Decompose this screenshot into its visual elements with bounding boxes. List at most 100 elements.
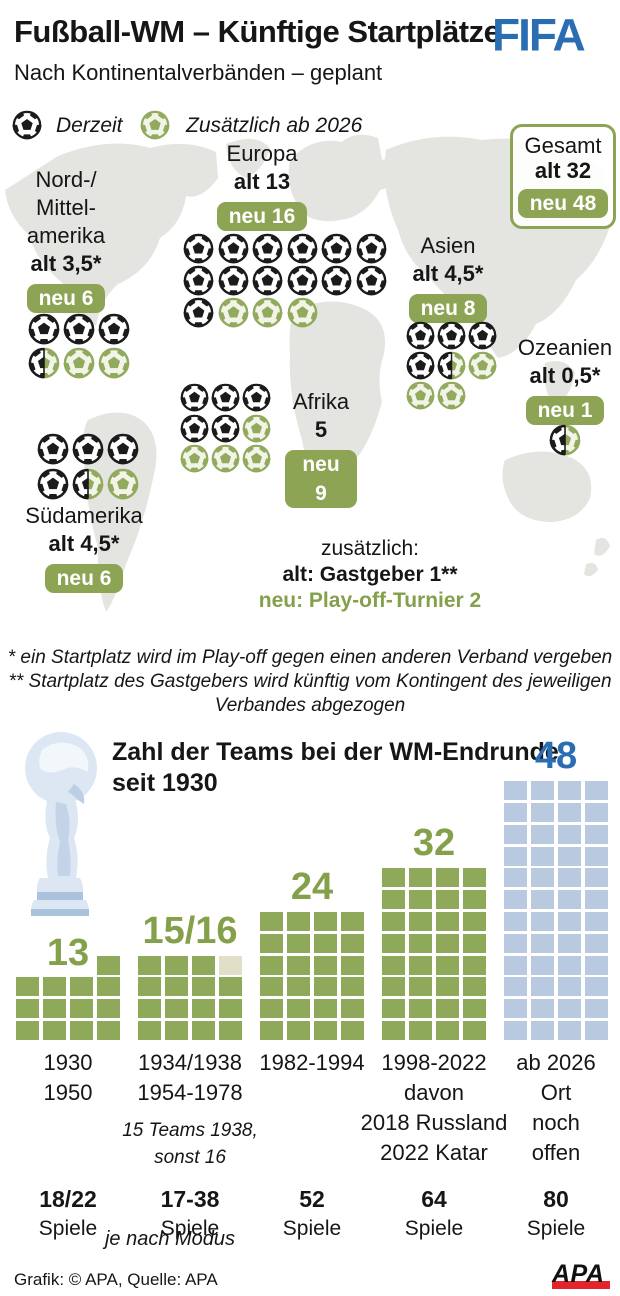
waffle-square bbox=[504, 890, 527, 910]
waffle-square bbox=[436, 955, 459, 975]
waffle-square bbox=[585, 912, 608, 931]
ball-new-icon bbox=[63, 347, 95, 379]
waffle-square bbox=[192, 977, 215, 997]
waffle-square bbox=[43, 977, 66, 997]
period-line: 2018 Russland bbox=[360, 1110, 508, 1135]
ball-slot bbox=[72, 468, 104, 505]
ball-slot bbox=[252, 233, 283, 269]
ball-slot bbox=[252, 297, 283, 333]
additional-note: zusätzlich: alt: Gastgeber 1** neu: Play… bbox=[160, 536, 580, 614]
apa-logo-redbar bbox=[552, 1281, 610, 1289]
waffle-square bbox=[409, 890, 432, 910]
ball-slot bbox=[406, 321, 435, 355]
bar-period-label: 1934/1938 1954-1978 15 Teams 1938, sonst 16 bbox=[110, 1048, 270, 1171]
games-unit: Spiele bbox=[160, 1217, 220, 1240]
waffle-square bbox=[287, 1021, 310, 1040]
bar-games: 17-38 Spiele bbox=[110, 1184, 270, 1244]
waffle-square bbox=[504, 912, 527, 931]
waffle-square bbox=[314, 933, 337, 953]
ball-current-icon bbox=[63, 313, 95, 345]
waffle-square bbox=[382, 868, 405, 888]
ball-slot bbox=[468, 351, 497, 385]
ball-slot bbox=[183, 265, 214, 301]
additional-note-neu: neu: Play-off-Turnier 2 bbox=[258, 589, 482, 612]
waffle-square bbox=[341, 912, 364, 931]
waffle-square bbox=[558, 977, 581, 997]
waffle-square bbox=[558, 890, 581, 910]
waffle-square bbox=[463, 977, 486, 997]
games-count: 17-38 bbox=[160, 1186, 220, 1212]
ball-slot bbox=[356, 233, 387, 269]
ball-slot bbox=[218, 233, 249, 269]
ball-slot bbox=[242, 383, 271, 417]
ball-current-icon bbox=[183, 265, 214, 296]
confed-neu-badge: neu 8 bbox=[408, 294, 488, 323]
confed-suedamerika-labels: Südamerika alt 4,5* neu 6 bbox=[14, 502, 154, 593]
waffle-square bbox=[341, 1021, 364, 1040]
games-count: 52 bbox=[299, 1186, 325, 1212]
ball-slot bbox=[211, 414, 240, 448]
ball-slot bbox=[183, 233, 214, 269]
waffle-square bbox=[165, 977, 188, 997]
waffle-square bbox=[504, 933, 527, 953]
ball-slot bbox=[321, 233, 352, 269]
map-landmass bbox=[288, 134, 406, 222]
waffle-square bbox=[165, 1021, 188, 1040]
confed-europa-labels: Europa alt 13 neu 16 bbox=[210, 140, 314, 231]
ball-slot bbox=[437, 321, 466, 355]
confed-neu-badge: neu 6 bbox=[44, 564, 124, 593]
period-line: 2022 Katar bbox=[380, 1140, 488, 1165]
waffle-square bbox=[436, 890, 459, 910]
waffle-square bbox=[341, 955, 364, 975]
bar-period-label: ab 2026 Ort noch offen bbox=[476, 1048, 620, 1168]
waffle-square bbox=[436, 933, 459, 953]
map-landmass bbox=[5, 143, 218, 326]
waffle-square bbox=[43, 1021, 66, 1040]
waffle-square bbox=[97, 999, 120, 1019]
ball-slot bbox=[437, 351, 466, 385]
waffle-square bbox=[585, 846, 608, 866]
games-count: 18/22 bbox=[39, 1186, 97, 1212]
waffle-square bbox=[287, 977, 310, 997]
ball-new-icon bbox=[287, 297, 317, 328]
bar-note: 15 Teams 1938, sonst 16 bbox=[110, 1117, 270, 1171]
ball-slot bbox=[183, 297, 214, 333]
ball-current-icon bbox=[211, 414, 240, 442]
ball-new-icon bbox=[218, 297, 248, 328]
ball-current-icon bbox=[437, 321, 466, 350]
bar-games: 64 Spiele bbox=[354, 1184, 514, 1244]
waffle-square bbox=[558, 912, 581, 931]
ball-slot bbox=[218, 265, 249, 301]
games-unit: Spiele bbox=[526, 1217, 586, 1240]
apa-logo-text: APA bbox=[552, 1260, 605, 1288]
ball-slot bbox=[252, 265, 283, 301]
confed-alt-value: 5 bbox=[314, 417, 328, 442]
waffle-square bbox=[558, 999, 581, 1019]
ball-current-icon bbox=[406, 351, 435, 380]
confed-name-line: Mittel- bbox=[36, 195, 96, 220]
note-line: 15 Teams 1938, bbox=[122, 1120, 258, 1141]
waffle-square bbox=[504, 868, 527, 888]
waffle-square bbox=[382, 955, 405, 975]
waffle-square bbox=[463, 912, 486, 931]
waffle-square bbox=[504, 977, 527, 997]
ball-slot bbox=[211, 383, 240, 417]
ball-new-icon bbox=[98, 347, 130, 379]
ball-current-icon bbox=[252, 265, 283, 296]
ball-half-icon bbox=[72, 468, 104, 500]
waffle-square bbox=[260, 955, 283, 975]
ball-new-icon bbox=[468, 351, 497, 380]
waffle-square bbox=[138, 955, 161, 975]
ball-current-icon bbox=[287, 265, 317, 296]
waffle-square bbox=[531, 933, 554, 953]
waffle-square bbox=[409, 999, 432, 1019]
map-landmass bbox=[226, 138, 270, 178]
ball-new-icon bbox=[406, 381, 435, 410]
chart-title-line1: Zahl der Teams bei der WM-Endrunde bbox=[112, 738, 559, 766]
footnote-2: ** Startplatz des Gastgebers wird künfti… bbox=[8, 671, 612, 692]
waffle-square bbox=[314, 955, 337, 975]
bar-value-label: 32 bbox=[412, 822, 456, 865]
waffle-square bbox=[219, 977, 242, 997]
period-line: Ort bbox=[540, 1080, 572, 1105]
